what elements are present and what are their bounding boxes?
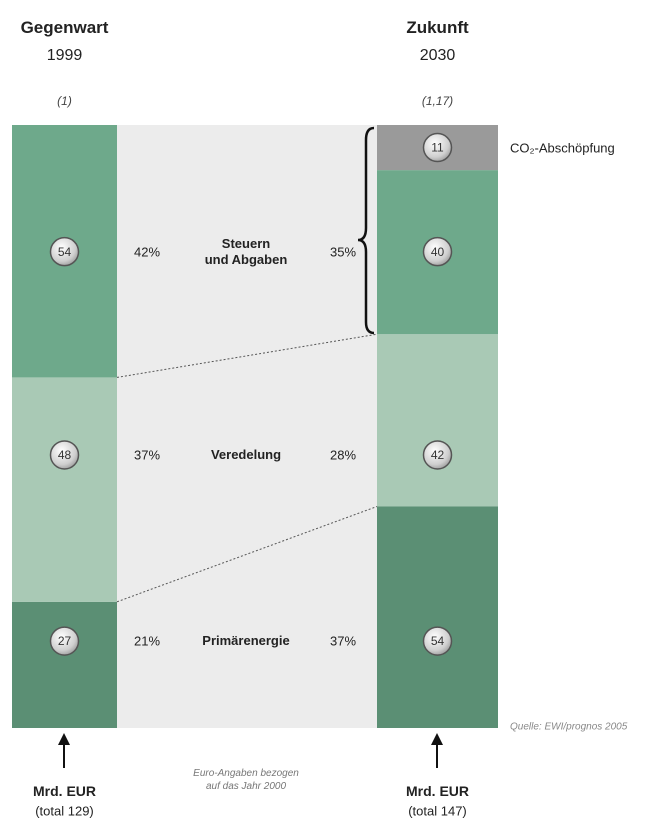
unit-label: Mrd. EUR <box>33 783 96 799</box>
arrow-right <box>431 733 443 745</box>
value-label: 42 <box>431 448 445 462</box>
bar-title: Zukunft <box>406 18 469 37</box>
share-label: 21% <box>133 633 161 649</box>
bar-segment <box>377 334 498 507</box>
bar-segment <box>12 601 117 728</box>
total-label: (total 129) <box>35 803 94 819</box>
value-badge <box>422 132 453 163</box>
value-label: 40 <box>431 245 445 259</box>
share-label: 37% <box>329 633 357 649</box>
share-label: 28% <box>329 447 357 463</box>
bar-index: (1) <box>57 94 72 108</box>
bar-segment <box>377 506 498 728</box>
bar-year: 1999 <box>46 47 83 64</box>
series-label: Primärenergie <box>202 633 290 649</box>
bar-title: Gegenwart <box>20 18 109 37</box>
value-badge <box>49 236 80 267</box>
value-badge <box>422 440 453 470</box>
series-label: Steuern und Abgaben <box>204 235 288 267</box>
bar-index: (1,17) <box>421 94 454 108</box>
share-label: 42% <box>133 244 161 260</box>
share-label: 37% <box>133 447 161 463</box>
series-label: CO₂-Abschöpfung <box>510 140 615 156</box>
value-badge <box>422 626 453 656</box>
value-label: 54 <box>58 245 72 259</box>
middle-band <box>117 125 377 728</box>
brace <box>357 126 375 335</box>
note: Euro-Angaben bezogen auf das Jahr 2000 <box>193 768 299 792</box>
value-label: 11 <box>431 141 444 155</box>
series-label: Veredelung <box>210 446 282 462</box>
share-label: 35% <box>329 244 357 260</box>
arrow-left <box>58 733 70 745</box>
unit-label: Mrd. EUR <box>406 783 469 799</box>
value-badge <box>49 440 80 470</box>
value-label: 27 <box>58 634 72 648</box>
total-label: (total 147) <box>408 803 467 819</box>
bar-segment <box>12 377 117 602</box>
value-label: 54 <box>431 634 445 648</box>
bar-year: 2030 <box>419 47 456 64</box>
source: Quelle: EWI/prognos 2005 <box>510 721 628 733</box>
value-badge <box>422 236 453 267</box>
value-badge <box>49 626 80 656</box>
value-label: 48 <box>58 448 72 462</box>
